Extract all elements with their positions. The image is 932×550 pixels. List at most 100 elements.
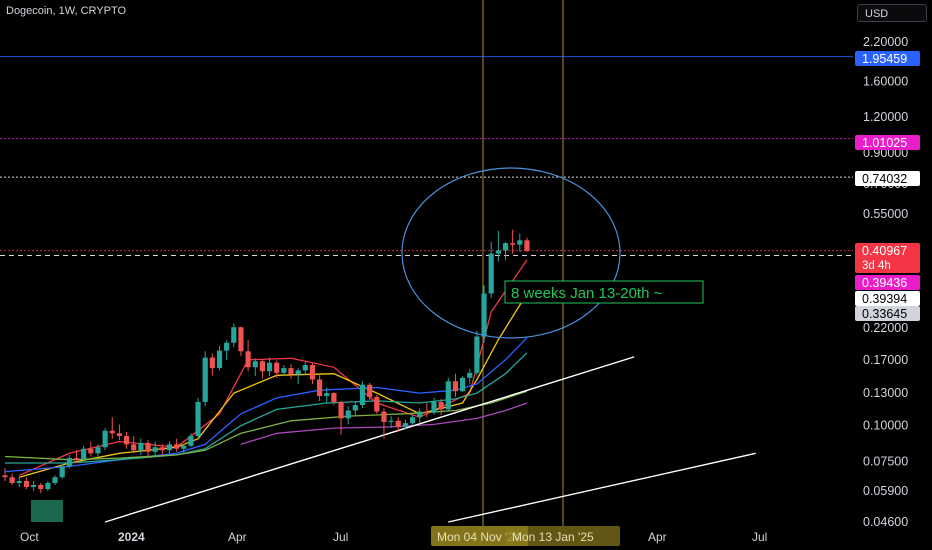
candle-body [138,442,144,451]
candle [202,351,208,407]
candle-body [431,401,437,413]
price-label: 0.39394 [855,291,920,306]
candle-body [166,444,173,451]
candle [188,433,194,448]
candle [424,402,430,418]
candle-body [38,484,44,490]
y-tick-label: 0.04600 [863,515,908,529]
price-label-value: 0.39394 [862,292,907,306]
candle-body [359,384,366,406]
candle-body [45,482,51,490]
candle-body [245,351,251,368]
candle-body [488,253,494,294]
candle [402,419,408,430]
candle [274,360,280,378]
candle-body [131,444,137,451]
price-label-bg [855,275,920,290]
candle [195,397,201,439]
candle-body [259,361,265,372]
candle [9,473,15,485]
x-tick-label: Oct [20,530,39,544]
candle-body [123,435,130,445]
candle [31,481,37,492]
candle-body [59,466,65,478]
x-tick-label: Jul [333,530,348,544]
candle-body [9,477,15,483]
candle-body [88,448,94,454]
candle-body [495,250,501,254]
candle [123,431,130,449]
candle-body [116,433,122,436]
candle-body [238,327,244,352]
candle-body [159,447,165,451]
price-label-bg [855,135,920,150]
candle [231,323,237,348]
candle-body [424,411,430,413]
candle-body [288,368,294,375]
candle [281,364,287,377]
price-label-value: 1.01025 [862,136,907,150]
candle [338,400,344,435]
price-label-bg [855,306,920,321]
candle [510,229,516,254]
annotation-box [504,280,704,304]
candle [59,464,65,480]
candle [66,454,72,469]
candle-body [2,475,8,478]
price-label-bg [855,243,920,273]
candle-body [109,430,115,434]
crosshair-time-label: Mon 13 Jan '25 [506,526,620,546]
y-tick-label: 1.20000 [863,110,908,124]
candle [52,475,58,485]
currency-selector[interactable]: USD [857,4,927,22]
x-tick-label: Jul [752,530,767,544]
candle-body [216,350,223,369]
candle-body [317,379,323,396]
x-tick-label: Apr [648,530,667,544]
candle [502,241,509,260]
candle [109,417,115,439]
y-tick-label: 0.17000 [863,353,908,367]
candle [23,477,30,490]
candle [102,428,108,451]
candle [417,408,423,424]
candle-body [231,327,237,343]
candle-body [16,481,22,483]
candle-body [252,361,258,368]
candle [481,285,487,343]
event-badge [31,500,63,522]
price-label-bg [855,291,920,306]
candle-body [281,368,287,373]
candle [238,326,244,357]
candle [81,445,87,462]
annotation-text: 8 weeks Jan 13-20th ~ [511,285,663,302]
candle [174,438,180,452]
candle [181,444,187,454]
candle-body [188,435,194,446]
price-label-value: 0.33645 [862,307,907,321]
candle [266,357,273,377]
crosshair-time-label-bg [431,526,528,546]
candle [517,233,523,253]
candle-body [409,417,416,424]
candle-body [352,405,358,411]
candle [467,368,473,384]
price-label-value: 0.74032 [862,172,907,186]
trend-line-1 [448,452,756,523]
candle [73,450,80,463]
candle [460,376,466,393]
crosshair-time-label-text: Mon 04 Nov '24 [437,530,521,544]
candle [381,408,387,439]
candle-body [524,240,530,251]
crosshair-time-label-text: Mon 13 Jan '25 [512,530,594,544]
highlight-circle [401,167,621,339]
candle [288,364,294,379]
candle [152,441,158,457]
candle [359,381,366,409]
candle [352,401,358,417]
price-label: 0.33645 [855,306,920,321]
candle [345,406,351,425]
candle-body [502,243,509,251]
candle-body [224,342,230,351]
